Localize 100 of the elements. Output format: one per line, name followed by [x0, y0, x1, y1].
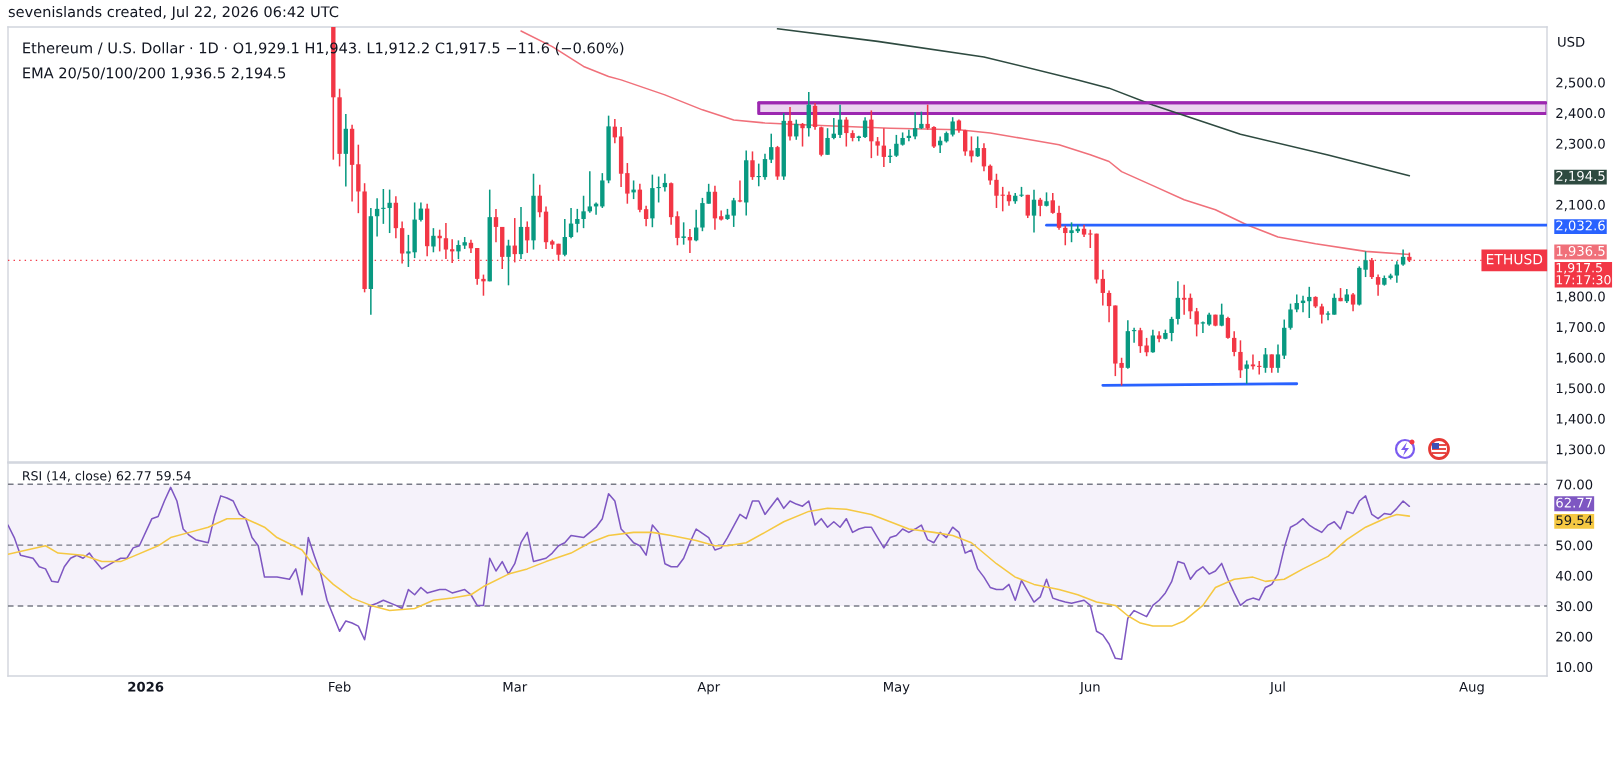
x-tick-label: May	[884, 681, 910, 695]
y-tick-label: 1,500.0	[1556, 383, 1605, 395]
y-tick-label: 30.00	[1556, 601, 1593, 612]
candlestick	[769, 132, 774, 164]
candlestick	[1244, 359, 1249, 385]
y-tick-label: 20.00	[1556, 631, 1593, 642]
candlestick	[994, 172, 999, 209]
candlestick	[925, 103, 930, 131]
y-tick-label: 70.00	[1556, 479, 1593, 490]
ref-line-label: 1,917.5 17:17:30	[1556, 262, 1611, 285]
candlestick	[1144, 337, 1149, 357]
line-series	[8, 486, 1411, 661]
y-tick-label: 1,600.0	[1556, 352, 1605, 364]
candlestick	[625, 162, 630, 205]
y-tick-label: 59.54	[1556, 515, 1593, 526]
candlestick	[844, 116, 849, 148]
y-tick-label: 1,800.0	[1556, 291, 1605, 303]
chart-title: sevenislands created, Jul 22, 2026 06:42 UTC	[8, 5, 339, 20]
candlestick	[875, 136, 880, 157]
candlestick	[1394, 260, 1400, 284]
candlestick	[969, 135, 974, 164]
candlestick	[1250, 353, 1256, 371]
y-tick-label: 10.00	[1556, 662, 1593, 673]
candlestick	[581, 194, 586, 229]
candlestick	[1069, 221, 1074, 243]
candlestick	[387, 188, 392, 234]
x-tick-label: Jun	[1079, 681, 1100, 695]
candlestick	[587, 170, 593, 214]
candlestick	[750, 150, 755, 181]
y-tick-label: 2,032.6	[1556, 220, 1605, 232]
candlestick	[762, 153, 768, 181]
candlestick	[1269, 353, 1274, 374]
candlestick	[1375, 273, 1381, 297]
y-tick-label: 2,100.0	[1556, 199, 1605, 212]
annotation: ETHUSD	[1486, 253, 1543, 265]
candlestick	[456, 239, 461, 260]
y-tick-label: 62.77	[1556, 497, 1592, 508]
candlestick	[1288, 302, 1293, 331]
x-tick-label: Feb	[329, 681, 351, 692]
candlestick	[562, 218, 567, 258]
candlestick	[1050, 192, 1055, 215]
candlestick	[506, 238, 511, 287]
candlestick	[931, 125, 937, 149]
candlestick	[1138, 327, 1143, 354]
candlestick	[981, 142, 987, 173]
candlestick	[643, 205, 649, 228]
candlestick	[1056, 205, 1062, 231]
candlestick	[837, 103, 843, 139]
candlestick	[1188, 292, 1193, 320]
candlestick	[437, 228, 442, 253]
candlestick	[1350, 292, 1356, 313]
candlestick	[656, 175, 661, 204]
x-tick-label: Jul	[1269, 681, 1285, 695]
line-series	[8, 507, 1411, 627]
candlestick	[481, 273, 486, 297]
x-tick-label: 2026	[128, 681, 164, 692]
candlestick	[800, 122, 805, 148]
line-series	[776, 28, 1411, 177]
candlestick	[1263, 347, 1268, 374]
y-tick-label: 1,936.5	[1556, 245, 1605, 258]
y-tick-label: 2,500.0	[1556, 77, 1605, 89]
candlestick	[637, 183, 643, 214]
candlestick	[1319, 302, 1324, 325]
y-axis-title: USD	[1558, 36, 1585, 47]
candlestick	[1275, 343, 1281, 374]
y-tick-label: 1,300.0	[1556, 444, 1605, 456]
y-tick-label: 1,400.0	[1556, 413, 1605, 426]
candlestick	[719, 209, 724, 222]
candlestick	[1194, 307, 1199, 338]
candlestick	[1175, 280, 1181, 326]
candlestick	[1150, 328, 1156, 354]
candlestick	[1225, 316, 1231, 340]
candlestick	[1238, 339, 1243, 379]
y-tick-label: 40.00	[1555, 570, 1593, 581]
candlestick	[575, 208, 580, 234]
y-tick-label: 2,194.5	[1556, 170, 1605, 183]
y-tick-label: 1,700.0	[1556, 322, 1605, 334]
x-tick-label: Aug	[1459, 681, 1484, 695]
candlestick	[869, 109, 874, 159]
candlestick	[493, 208, 499, 243]
candlestick	[962, 128, 968, 157]
y-tick-label: 2,300.0	[1556, 138, 1605, 151]
y-tick-label: 50.00	[1556, 540, 1593, 551]
candlestick	[431, 227, 436, 254]
candlestick	[681, 221, 686, 246]
candlestick	[1169, 316, 1174, 343]
text: RSI (14, close) 62.77 59.54	[23, 470, 191, 482]
candlestick	[825, 127, 830, 156]
annotation: EMA 20/50/100/200 1,936.5 2,194.5	[23, 67, 286, 80]
candlestick	[675, 210, 680, 247]
candlestick	[812, 102, 818, 131]
candlestick	[1181, 283, 1187, 316]
x-tick-label: Apr	[697, 681, 721, 695]
candlestick	[443, 222, 449, 260]
x-tick-label: Mar	[503, 681, 528, 692]
y-tick-label: 2,400.0	[1556, 108, 1605, 120]
candlestick	[731, 197, 736, 228]
candlestick	[1200, 320, 1206, 334]
candlestick	[1232, 330, 1237, 357]
candlestick	[1088, 228, 1093, 249]
